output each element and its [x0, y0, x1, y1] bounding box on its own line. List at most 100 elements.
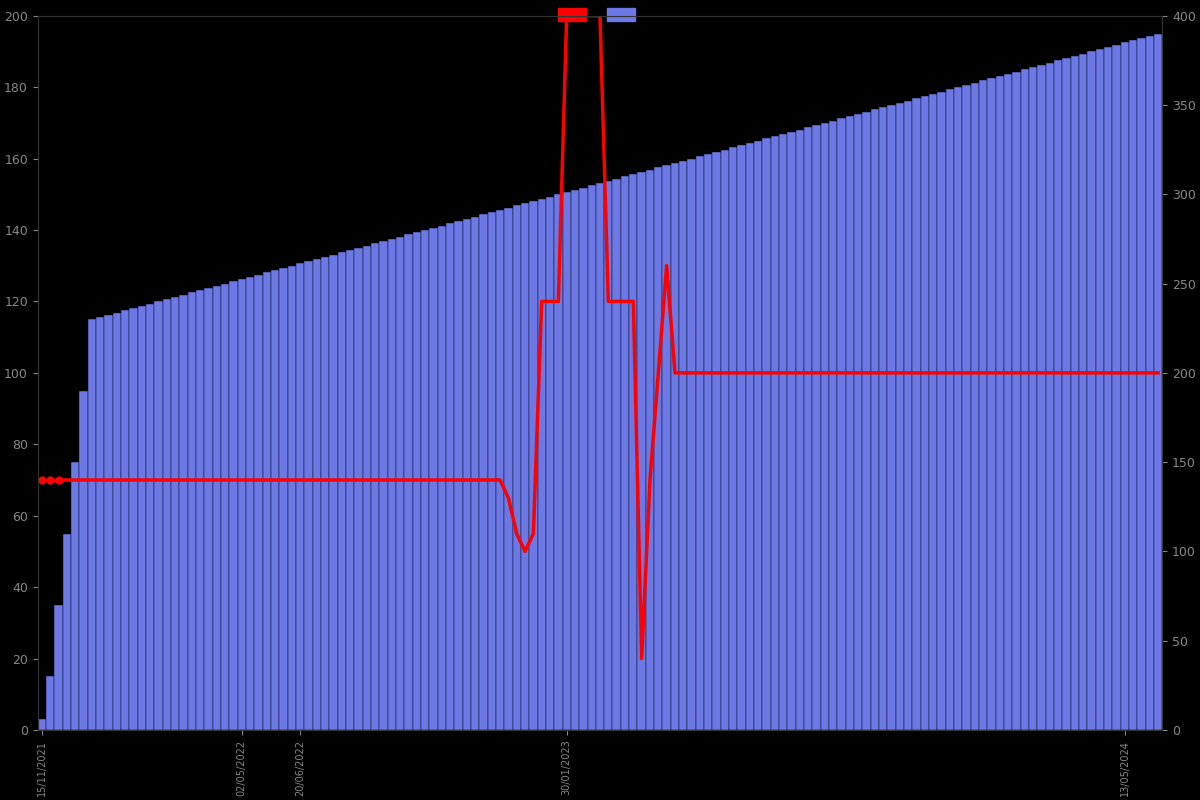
- Bar: [313, 259, 320, 730]
- Bar: [179, 294, 187, 730]
- Bar: [829, 121, 838, 730]
- Bar: [221, 283, 229, 730]
- Bar: [671, 163, 679, 730]
- Bar: [1054, 60, 1062, 730]
- Bar: [37, 719, 46, 730]
- Bar: [654, 167, 662, 730]
- Bar: [854, 114, 863, 730]
- Bar: [770, 136, 779, 730]
- Bar: [487, 212, 496, 730]
- Bar: [646, 170, 654, 730]
- Bar: [455, 221, 462, 730]
- Bar: [362, 246, 371, 730]
- Bar: [796, 130, 804, 730]
- Bar: [96, 317, 104, 730]
- Bar: [1146, 36, 1154, 730]
- Bar: [1028, 67, 1037, 730]
- Bar: [305, 262, 313, 730]
- Bar: [580, 187, 588, 730]
- Bar: [130, 308, 138, 730]
- Bar: [730, 147, 738, 730]
- Bar: [354, 248, 362, 730]
- Bar: [521, 203, 529, 730]
- Bar: [288, 266, 296, 730]
- Bar: [713, 152, 721, 730]
- Bar: [954, 87, 962, 730]
- Bar: [146, 304, 155, 730]
- Bar: [329, 254, 337, 730]
- Bar: [155, 302, 163, 730]
- Bar: [1045, 62, 1054, 730]
- Bar: [846, 116, 854, 730]
- Bar: [1037, 65, 1045, 730]
- Bar: [54, 605, 62, 730]
- Bar: [1004, 74, 1013, 730]
- Bar: [404, 234, 413, 730]
- Bar: [496, 210, 504, 730]
- Bar: [254, 274, 263, 730]
- Bar: [696, 156, 704, 730]
- Bar: [438, 226, 446, 730]
- Bar: [588, 186, 596, 730]
- Bar: [1112, 45, 1121, 730]
- Bar: [379, 241, 388, 730]
- Bar: [704, 154, 713, 730]
- Bar: [79, 390, 88, 730]
- Bar: [138, 306, 146, 730]
- Bar: [462, 219, 470, 730]
- Bar: [721, 150, 730, 730]
- Bar: [787, 132, 796, 730]
- Bar: [396, 237, 404, 730]
- Bar: [1021, 70, 1028, 730]
- Bar: [212, 286, 221, 730]
- Bar: [104, 315, 113, 730]
- Bar: [1121, 42, 1129, 730]
- Bar: [121, 310, 130, 730]
- Bar: [988, 78, 996, 730]
- Bar: [745, 143, 754, 730]
- Bar: [163, 299, 172, 730]
- Bar: [679, 161, 688, 730]
- Bar: [421, 230, 430, 730]
- Bar: [880, 107, 887, 730]
- Bar: [946, 90, 954, 730]
- Bar: [612, 178, 620, 730]
- Bar: [71, 462, 79, 730]
- Bar: [337, 252, 346, 730]
- Bar: [1013, 71, 1021, 730]
- Bar: [1062, 58, 1070, 730]
- Bar: [470, 217, 479, 730]
- Bar: [271, 270, 280, 730]
- Bar: [604, 181, 612, 730]
- Bar: [1070, 56, 1079, 730]
- Bar: [838, 118, 846, 730]
- Bar: [238, 279, 246, 730]
- Bar: [754, 141, 762, 730]
- Bar: [821, 123, 829, 730]
- Bar: [296, 263, 305, 730]
- Bar: [1096, 49, 1104, 730]
- Bar: [512, 206, 521, 730]
- Bar: [1154, 34, 1163, 730]
- Bar: [46, 677, 54, 730]
- Bar: [895, 102, 904, 730]
- Bar: [812, 125, 821, 730]
- Bar: [388, 239, 396, 730]
- Bar: [446, 223, 455, 730]
- Bar: [563, 192, 571, 730]
- Bar: [538, 198, 546, 730]
- Bar: [1129, 40, 1138, 730]
- Bar: [571, 190, 580, 730]
- Bar: [904, 101, 912, 730]
- Bar: [1087, 51, 1096, 730]
- Bar: [504, 208, 512, 730]
- Bar: [979, 81, 988, 730]
- Bar: [688, 158, 696, 730]
- Bar: [62, 534, 71, 730]
- Bar: [479, 214, 487, 730]
- Bar: [937, 91, 946, 730]
- Bar: [529, 201, 538, 730]
- Bar: [762, 138, 770, 730]
- Bar: [804, 127, 812, 730]
- Bar: [738, 145, 745, 730]
